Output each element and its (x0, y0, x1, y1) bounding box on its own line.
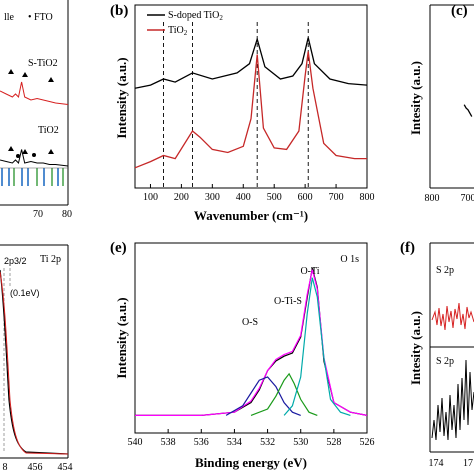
panel-d-peak-label: 2p3/2 (4, 256, 27, 266)
panel-a: lle • FTO S-TiO2 TiO2 70 80 (0, 0, 72, 220)
panel-f-label-bottom: S 2p (436, 356, 454, 367)
series-line-tio2 (0, 149, 69, 167)
panel-d-tick-458: 8 (3, 462, 8, 473)
panel-f: (f) S 2p S 2p Intesity (a.u.) 174 17 (400, 240, 474, 469)
panel-f-tick-17x: 17 (463, 458, 473, 469)
panel-e-frame (134, 242, 368, 434)
x-tick-label: 532 (260, 437, 275, 448)
panel-c-letter: (c) (451, 3, 468, 19)
x-tick-label: 528 (326, 437, 341, 448)
panel-e-xlabel: Binding energy (eV) (195, 455, 307, 470)
panel-f-ylabel: Intesity (a.u.) (408, 311, 423, 385)
series-line-s-tio2 (0, 81, 69, 105)
panel-e-ylabel: Intensity (a.u.) (114, 297, 129, 378)
panel-a-label-stio2: S-TiO2 (28, 58, 58, 69)
panel-c: (c) Intesity (a.u.) 800 700 (408, 3, 474, 204)
panel-a-tick-80: 80 (62, 209, 72, 220)
panel-f-label-top: S 2p (436, 265, 454, 276)
panel-a-legend-1: lle (4, 12, 15, 23)
panel-b-letter: (b) (110, 3, 128, 19)
panel-e-series (135, 268, 368, 416)
x-tick-label: 100 (143, 192, 158, 203)
panel-c-ylabel: Intesity (a.u.) (408, 61, 423, 135)
x-tick-label: 300 (205, 192, 220, 203)
x-tick-label: 200 (174, 192, 189, 203)
panel-e: (e) O 1s O-Ti O-Ti-S O-S 540 538 536 534 532… (110, 240, 375, 470)
panel-c-series (463, 104, 473, 117)
series-line-series-0 (463, 104, 473, 117)
panel-c-tick-800: 800 (425, 193, 440, 204)
panel-b-xlabel: Wavenumber (cm⁻¹) (194, 208, 308, 223)
panel-f-noise-bottom (431, 359, 474, 441)
panel-d-curve-stio2 (0, 271, 69, 455)
panel-b-frame (134, 4, 368, 189)
panel-a-label-tio2: TiO2 (38, 125, 59, 136)
series-line-o-ti-s (250, 372, 318, 416)
x-tick-label: 400 (236, 192, 251, 203)
panel-a-reference-sticks (1, 168, 64, 186)
x-tick-label: 534 (227, 437, 242, 448)
x-tick-label: 526 (360, 437, 375, 448)
panel-f-noise-top (431, 302, 474, 331)
panel-b-dashed-lines (163, 22, 309, 188)
panel-d: 2p3/2 Ti 2p (0.1eV) 8 456 454 (0, 244, 73, 473)
series-line-fit-envelope (135, 269, 368, 416)
panel-e-x-ticks: 540 538 536 534 532 530 528 526 (128, 429, 375, 448)
panel-b-x-ticks: 100 200 300 400 500 600 700 800 (143, 184, 375, 203)
panel-e-label-o-ti-s: O-Ti-S (274, 296, 302, 307)
fto-dot (32, 153, 36, 157)
x-tick-label: 530 (293, 437, 308, 448)
panel-b: (b) S-doped TiO2 TiO2 100 200 300 400 500 600… (110, 3, 375, 223)
x-tick-label: 538 (161, 437, 176, 448)
panel-c-tick-700: 700 (461, 193, 474, 204)
x-tick-label: 500 (267, 192, 282, 203)
panel-d-title: Ti 2p (40, 254, 61, 265)
panel-f-tick-174: 174 (429, 458, 444, 469)
series-line-tio2 (134, 51, 367, 169)
x-tick-label: 540 (128, 437, 143, 448)
panel-d-tick-456: 456 (28, 462, 43, 473)
panel-d-tick-454: 454 (58, 462, 73, 473)
panel-e-title: O 1s (340, 254, 359, 265)
triangle-marker (22, 149, 28, 154)
x-tick-label: 800 (360, 192, 375, 203)
panel-d-shift-label: (0.1eV) (10, 288, 40, 298)
triangle-marker (22, 72, 28, 77)
panel-e-letter: (e) (110, 240, 127, 256)
legend-entry-tio2: TiO2 (168, 25, 188, 37)
panel-b-ylabel: Intensity (a.u.) (114, 57, 129, 138)
series-line-s-doped-tio2 (134, 36, 368, 89)
series-line-o-ti (283, 277, 351, 416)
triangle-marker (8, 69, 14, 74)
x-tick-label: 536 (194, 437, 209, 448)
panel-a-tick-70: 70 (33, 209, 43, 220)
panel-b-series (134, 36, 368, 169)
fto-dot (16, 154, 20, 158)
triangle-marker (48, 149, 54, 154)
triangle-marker (8, 146, 14, 151)
panel-a-legend-2: • FTO (28, 12, 53, 23)
panel-e-label-o-s: O-S (242, 317, 258, 328)
legend: S-doped TiO2 TiO2 (147, 10, 223, 37)
panel-e-label-o-ti: O-Ti (300, 266, 319, 277)
legend-entry-s-doped: S-doped TiO2 (168, 10, 223, 22)
panel-f-letter: (f) (400, 240, 415, 256)
panel-a-series (0, 81, 69, 167)
x-tick-label: 700 (329, 192, 344, 203)
triangle-marker (48, 77, 54, 82)
x-tick-label: 600 (298, 192, 313, 203)
